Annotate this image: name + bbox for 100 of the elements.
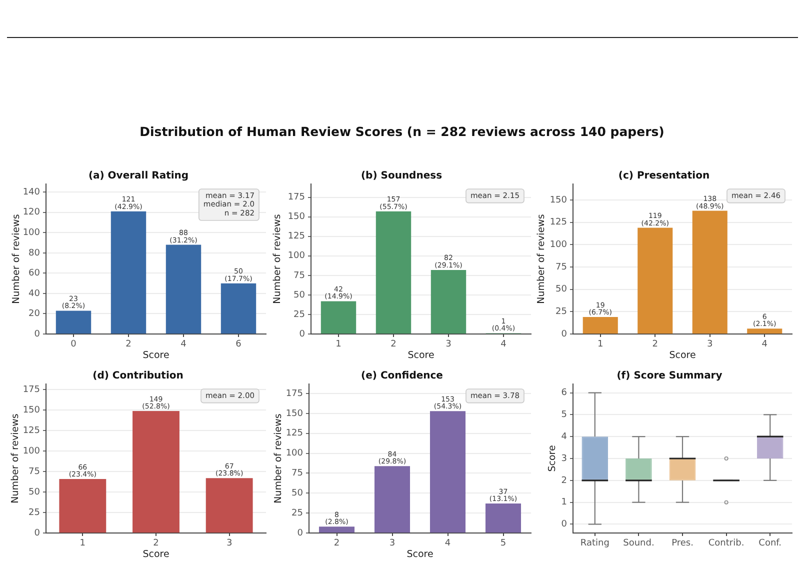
y-axis-title: Score xyxy=(547,445,558,472)
y-tick-label: 25 xyxy=(294,310,305,320)
bar xyxy=(110,211,146,334)
y-tick-label: 150 xyxy=(286,408,304,419)
bar xyxy=(638,228,673,334)
chart-title: (f) Score Summary xyxy=(616,370,723,382)
x-tick-label: 0 xyxy=(70,340,77,350)
x-tick-label: 4 xyxy=(180,340,187,350)
y-tick-label: 75 xyxy=(292,468,303,479)
y-tick-label: 60 xyxy=(28,268,40,279)
bar xyxy=(485,504,522,533)
x-axis-title: Score xyxy=(142,350,170,361)
y-tick-label: 50 xyxy=(292,488,304,499)
x-tick-label: 6 xyxy=(236,340,242,350)
y-tick-label: 100 xyxy=(550,240,568,250)
y-tick-label: 0 xyxy=(297,528,304,538)
x-tick-label: 1 xyxy=(336,340,342,350)
y-axis-title: Number of reviews xyxy=(272,214,284,304)
x-tick-label: 3 xyxy=(389,538,396,549)
bar xyxy=(747,328,782,334)
x-tick-label: Rating xyxy=(580,538,610,549)
y-tick-label: 150 xyxy=(288,212,306,222)
bar xyxy=(59,478,106,533)
y-tick-label: 25 xyxy=(292,508,303,518)
bar xyxy=(320,301,356,334)
bar xyxy=(318,526,355,533)
x-tick-label: 2 xyxy=(126,340,132,350)
text: Distribution of Human Review Scores (n = 282 reviews across 140 papers) xyxy=(138,124,666,140)
x-axis-title: Score xyxy=(406,548,434,560)
y-tick-label: 50 xyxy=(556,284,568,295)
y-tick-label: 100 xyxy=(288,251,306,262)
y-tick-label: 75 xyxy=(28,466,40,477)
y-tick-label: 125 xyxy=(288,232,305,242)
y-tick-label: 80 xyxy=(28,248,40,258)
x-tick-label: 2 xyxy=(652,340,658,350)
y-tick-label: 150 xyxy=(550,195,568,206)
y-tick-label: 100 xyxy=(22,446,40,456)
bar xyxy=(374,466,410,533)
y-tick-label: 75 xyxy=(294,270,305,281)
y-tick-label: 2 xyxy=(561,476,567,486)
x-tick-label: Sound. xyxy=(623,538,654,549)
bar xyxy=(56,310,92,334)
bar xyxy=(692,210,728,334)
x-axis-title: Score xyxy=(669,350,696,361)
chart-title: (d) Contribution xyxy=(92,370,184,382)
y-tick-label: 5 xyxy=(561,410,567,420)
y-tick-label: 50 xyxy=(294,290,306,300)
y-tick-label: 125 xyxy=(550,218,567,228)
bar xyxy=(430,270,466,334)
chart-title: (e) Confidence xyxy=(361,370,444,382)
x-tick-label: 2 xyxy=(334,538,340,549)
y-tick-label: 175 xyxy=(288,192,305,203)
y-axis-title: Number of reviews xyxy=(11,214,22,304)
y-tick-label: 25 xyxy=(556,307,567,318)
x-tick-label: 1 xyxy=(80,538,86,549)
x-tick-label: 4 xyxy=(444,538,451,549)
y-tick-label: 175 xyxy=(286,388,303,399)
y-tick-label: 120 xyxy=(22,208,40,218)
x-tick-label: 3 xyxy=(226,538,232,549)
chart-title: (a) Overall Rating xyxy=(88,170,189,182)
y-tick-label: 0 xyxy=(561,520,568,530)
x-tick-label: Pres. xyxy=(672,538,694,549)
y-tick-label: 140 xyxy=(22,187,40,198)
x-tick-label: 5 xyxy=(500,538,506,549)
y-tick-label: 0 xyxy=(34,329,40,340)
x-tick-label: Contrib. xyxy=(708,538,744,549)
x-tick-label: 2 xyxy=(153,538,159,549)
y-tick-label: 1 xyxy=(561,498,567,508)
x-tick-label: 3 xyxy=(707,340,713,350)
x-tick-label: 3 xyxy=(446,340,452,350)
y-tick-label: 40 xyxy=(28,288,40,299)
y-tick-label: 20 xyxy=(28,309,40,320)
bar xyxy=(582,317,618,334)
bar xyxy=(166,244,202,334)
y-tick-label: 0 xyxy=(561,329,568,340)
y-tick-label: 75 xyxy=(556,262,567,272)
y-tick-label: 100 xyxy=(22,228,40,238)
x-tick-label: Conf. xyxy=(758,538,782,549)
chart-title: (b) Soundness xyxy=(360,170,442,182)
x-tick-label: 2 xyxy=(390,340,396,350)
bar xyxy=(376,211,412,334)
bar xyxy=(206,478,253,533)
y-tick-label: 125 xyxy=(286,428,303,439)
y-tick-label: 0 xyxy=(34,528,40,538)
chart-title: (c) Presentation xyxy=(618,170,710,182)
x-tick-label: 1 xyxy=(598,340,604,350)
y-axis-title: Number of reviews xyxy=(10,414,22,504)
y-tick-label: 100 xyxy=(286,448,304,459)
x-tick-label: 4 xyxy=(762,340,768,350)
bar xyxy=(132,411,180,533)
y-tick-label: 6 xyxy=(561,388,568,398)
y-tick-label: 25 xyxy=(28,508,40,518)
y-tick-label: 50 xyxy=(28,487,40,498)
y-tick-label: 3 xyxy=(561,454,567,464)
bar xyxy=(220,283,256,334)
y-tick-label: 175 xyxy=(22,385,40,396)
bar xyxy=(430,411,466,533)
x-axis-title: Score xyxy=(142,548,170,560)
y-tick-label: 150 xyxy=(22,406,40,416)
y-axis-title: Number of reviews xyxy=(536,214,548,304)
